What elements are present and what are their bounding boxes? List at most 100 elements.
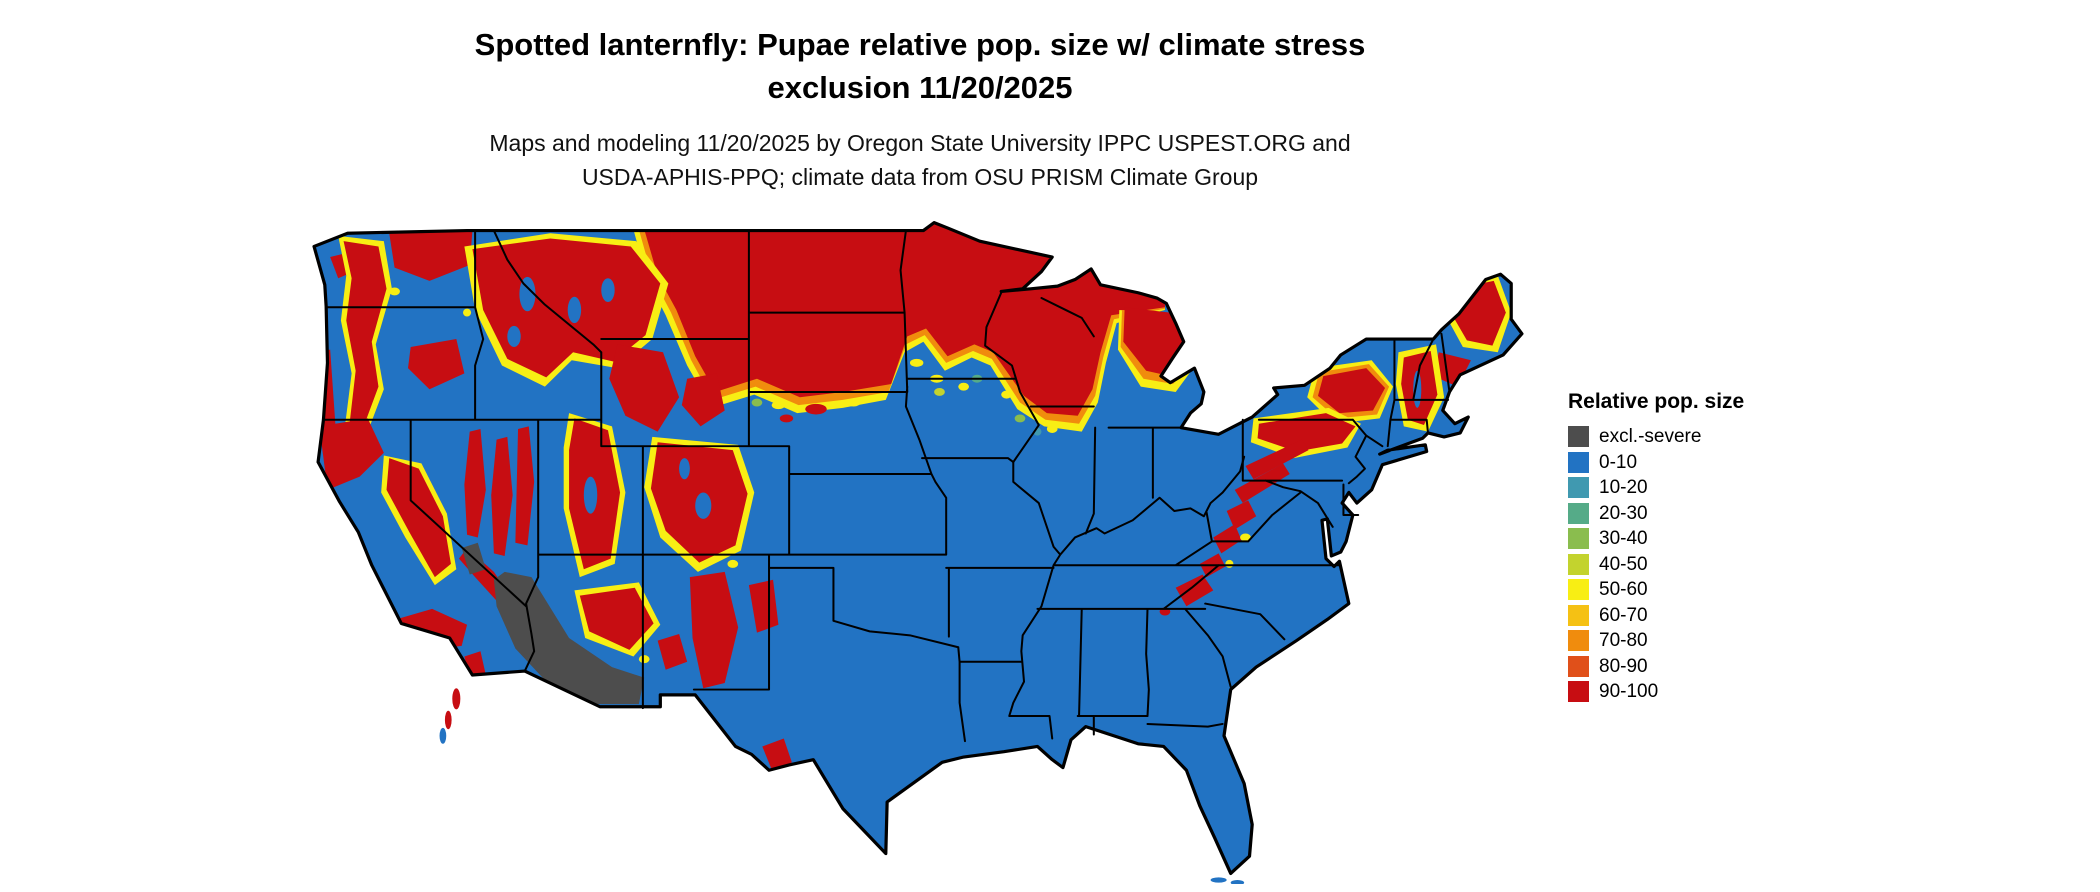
raster-speckle-green [751, 398, 763, 407]
figure-subtitle-line1: Maps and modeling 11/20/2025 by Oregon S… [489, 129, 1351, 156]
raster-klamath-red [319, 418, 384, 490]
raster-bighorn-red [681, 373, 725, 427]
raster-valley-hole [519, 276, 536, 312]
legend-item: 30-40 [1568, 526, 1744, 552]
figure-subtitle: Maps and modeling 11/20/2025 by Oregon S… [0, 126, 1840, 195]
raster-nevada-ribbon-red [464, 428, 486, 538]
legend-swatch [1568, 579, 1589, 601]
raster-big-bend-red [762, 738, 792, 773]
raster-speckle [846, 398, 861, 407]
legend-label: 50-60 [1599, 579, 1648, 601]
raster-wyoming-red [609, 344, 680, 432]
raster-keys-speck [1210, 877, 1227, 883]
figure-title-line1: Spotted lanternfly: Pupae relative pop. … [474, 27, 1366, 62]
raster-layer [314, 222, 1522, 874]
raster-nevada-ribbon-red [491, 436, 513, 556]
legend-label: 30-40 [1599, 528, 1648, 550]
raster-speckle [1046, 425, 1058, 433]
raster-valley-hole [583, 476, 598, 514]
raster-valley-hole [695, 492, 712, 519]
raster-sierra-red [386, 458, 451, 578]
raster-sw-new-mexico-red [657, 634, 688, 670]
raster-pa-ridge-red [1245, 439, 1309, 480]
figure-title: Spotted lanternfly: Pupae relative pop. … [0, 24, 1840, 110]
raster-mogollon-red [579, 587, 654, 650]
raster-baja-speck [452, 688, 461, 710]
legend-rows: excl.-severe 0-10 10-20 20-30 30-40 40-50 50-6… [1568, 424, 1744, 705]
legend-item: 40-50 [1568, 552, 1744, 578]
legend-label: 90-100 [1599, 681, 1659, 703]
legend-label: 70-80 [1599, 630, 1648, 652]
raster-speckle [1001, 390, 1012, 399]
legend-item: 10-20 [1568, 475, 1744, 501]
legend-swatch [1568, 604, 1589, 626]
raster-speckle [771, 401, 786, 410]
raster-valley-hole [679, 458, 690, 480]
figure-title-line2: exclusion 11/20/2025 [767, 69, 1073, 105]
raster-valley-hole [1413, 370, 1422, 408]
raster-speckle [1225, 559, 1234, 568]
state-borders-west [322, 229, 1055, 743]
raster-nevada-ribbon-red [515, 426, 535, 546]
raster-speckle [727, 559, 739, 568]
figure-subtitle-line2: USDA-APHIS-PPQ; climate data from OSU PR… [581, 164, 1259, 191]
us-map [312, 221, 1524, 884]
raster-baja-speck [444, 710, 452, 730]
raster-sonoran-excluded-gray [493, 571, 645, 705]
raster-cascades-red [343, 241, 387, 429]
raster-blue-mountains-red [408, 339, 465, 390]
legend-label: 10-20 [1599, 477, 1648, 499]
raster-new-mexico-red [689, 571, 739, 689]
legend-label: 60-70 [1599, 604, 1648, 626]
legend-swatch [1568, 655, 1589, 677]
legend-item: 80-90 [1568, 654, 1744, 680]
raster-north-washington-red [389, 230, 473, 281]
raster-speckle-green [1014, 414, 1026, 423]
state-borders-central [906, 291, 1341, 740]
raster-wv-speckle-red [1213, 524, 1242, 554]
legend-item: 20-30 [1568, 501, 1744, 527]
legend-label: 0-10 [1599, 451, 1638, 473]
legend-swatch [1568, 528, 1589, 550]
legend-swatch [1568, 553, 1589, 575]
raster-keys-speck [1230, 880, 1245, 884]
legend-item: 60-70 [1568, 603, 1744, 629]
legend-item: 70-80 [1568, 628, 1744, 654]
legend-label: 80-90 [1599, 655, 1648, 677]
raster-sangre-red [748, 579, 779, 633]
raster-speckle [1240, 533, 1251, 542]
raster-speckle-green [934, 387, 945, 396]
us-outline [312, 221, 1524, 876]
raster-speckle [958, 382, 969, 391]
legend: Relative pop. size excl.-severe 0-10 10-20… [1568, 390, 1744, 705]
legend-label: 20-30 [1599, 502, 1648, 524]
raster-valley-hole [567, 296, 582, 324]
raster-nebraska-red-dot [779, 414, 794, 423]
raster-valley-hole [507, 325, 521, 347]
raster-smokies-red [1175, 574, 1214, 607]
legend-swatch [1568, 451, 1589, 473]
figure-header: Spotted lanternfly: Pupae relative pop. … [0, 24, 1840, 195]
legend-swatch [1568, 477, 1589, 499]
raster-adirondacks-red [1317, 368, 1386, 414]
us-map-container [306, 220, 1530, 884]
raster-nebraska-red-dot [805, 403, 827, 415]
raster-baja-speck [439, 727, 447, 744]
raster-north-red [641, 222, 1165, 416]
raster-speckle [638, 655, 650, 664]
legend-title: Relative pop. size [1568, 390, 1745, 413]
raster-speckle [463, 308, 472, 317]
legend-item: 0-10 [1568, 450, 1744, 476]
legend-swatch [1568, 502, 1589, 524]
raster-catskills-red [1257, 413, 1356, 452]
legend-item: 50-60 [1568, 577, 1744, 603]
legend-item: excl.-severe [1568, 424, 1744, 450]
raster-speckle [389, 287, 400, 296]
state-borders-northeast [1241, 332, 1451, 528]
raster-wv-speckle-red [1226, 500, 1257, 530]
legend-label: excl.-severe [1599, 426, 1702, 448]
raster-speckle [909, 358, 924, 367]
legend-label: 40-50 [1599, 553, 1648, 575]
legend-swatch [1568, 681, 1589, 703]
legend-swatch [1568, 630, 1589, 652]
